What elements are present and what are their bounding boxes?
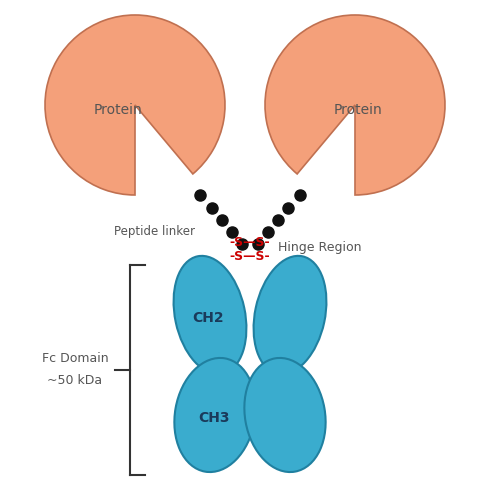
Text: Peptide linker: Peptide linker: [114, 226, 196, 238]
Text: ~50 kDa: ~50 kDa: [48, 374, 102, 386]
Ellipse shape: [174, 358, 256, 472]
Text: Fc Domain: Fc Domain: [42, 352, 108, 364]
Text: CH3: CH3: [198, 411, 230, 425]
Ellipse shape: [174, 256, 246, 374]
Wedge shape: [45, 15, 225, 195]
Text: Hinge Region: Hinge Region: [278, 242, 361, 254]
Ellipse shape: [254, 256, 326, 374]
Ellipse shape: [244, 358, 326, 472]
Text: -S—S-: -S—S-: [230, 236, 270, 250]
Text: Protein: Protein: [94, 103, 142, 117]
Text: -S—S-: -S—S-: [230, 250, 270, 264]
Text: CH2: CH2: [192, 311, 224, 325]
Wedge shape: [265, 15, 445, 195]
Text: Protein: Protein: [334, 103, 382, 117]
